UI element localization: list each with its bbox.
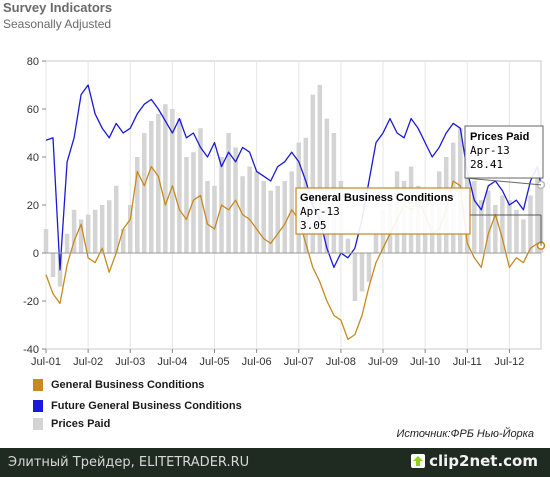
- prices-paid-bar: [92, 209, 98, 253]
- chart-title: Survey Indicators: [3, 0, 113, 15]
- prices-paid-bar: [254, 171, 259, 253]
- x-tick-label: Jul-01: [31, 356, 61, 368]
- prices-paid-bar: [359, 253, 365, 292]
- prices-paid-bar: [205, 181, 210, 253]
- prices-paid-bar: [78, 219, 84, 253]
- y-tick-label: 80: [27, 56, 39, 68]
- source-note: Источник:ФРБ Нью-Йорка: [396, 428, 534, 440]
- brand-text: clip2net.com: [429, 452, 538, 470]
- prices-paid-bar: [170, 109, 175, 253]
- prices-paid-bar: [191, 152, 196, 253]
- prices-paid-bar: [43, 229, 49, 253]
- tooltip-prices-title: Prices Paid: [470, 131, 529, 143]
- x-tick-label: Jul-06: [242, 356, 272, 368]
- tooltip-general-box: [295, 187, 471, 235]
- x-tick-label: Jul-11: [453, 356, 482, 368]
- y-tick-label: 20: [27, 200, 39, 212]
- prices-paid-bar: [50, 253, 56, 277]
- x-tick-label: Jul-12: [494, 356, 524, 368]
- tooltip-prices-pointer: [464, 177, 542, 186]
- prices-paid-bar: [528, 195, 533, 253]
- tooltip-general-date: Apr-13: [300, 205, 340, 218]
- x-tick-label: Jul-02: [73, 356, 103, 368]
- prices-paid-bar: [128, 205, 133, 253]
- prices-paid-bar: [514, 209, 519, 253]
- prices-paid-bar: [324, 118, 330, 253]
- legend-swatch-general: [33, 379, 43, 391]
- prices-paid-bar: [113, 185, 119, 253]
- brand-logo[interactable]: clip2net.com: [411, 452, 538, 470]
- prices-paid-bar: [535, 166, 540, 253]
- prices-paid-bar: [373, 233, 379, 253]
- tooltip-prices-value: 28.41: [470, 158, 503, 171]
- legend-item-general[interactable]: General Business Conditions: [33, 379, 204, 391]
- prices-paid-bar: [317, 85, 323, 253]
- prices-paid-bar: [212, 185, 217, 253]
- prices-paid-bar: [64, 233, 70, 253]
- prices-paid-bar: [184, 157, 189, 253]
- y-tick-label: 60: [27, 104, 39, 116]
- legend-label-prices: Prices Paid: [51, 418, 111, 430]
- prices-paid-bar: [226, 133, 231, 253]
- prices-paid-bar: [261, 181, 266, 253]
- prices-paid-bar: [106, 200, 112, 253]
- y-tick-label: 0: [33, 248, 39, 260]
- y-tick-label: -40: [23, 344, 39, 356]
- prices-paid-bar: [135, 157, 140, 253]
- prices-paid-bar: [486, 190, 491, 253]
- legend-label-future: Future General Business Conditions: [51, 400, 242, 412]
- footer-site-text: Элитный Трейдер, ELITETRADER.RU: [8, 455, 250, 470]
- chart-subtitle: Seasonally Adjusted: [3, 17, 112, 31]
- prices-paid-bar: [345, 238, 351, 253]
- axes: Jul-01 Jul-02 Jul-03 Jul-04 Jul-05 Jul-06 Jul-…: [23, 56, 541, 368]
- tooltip-prices-date: Apr-13: [470, 144, 510, 157]
- prices-paid-bar: [177, 118, 182, 253]
- prices-paid-bar: [366, 253, 372, 282]
- prices-paid-bar: [198, 128, 203, 253]
- prices-paid-bar: [310, 94, 316, 253]
- upload-arrow-icon: [411, 454, 426, 468]
- prices-paid-bar: [521, 219, 526, 253]
- survey-chart: Jul-01 Jul-02 Jul-03 Jul-04 Jul-05 Jul-06 Jul-…: [23, 56, 546, 368]
- prices-paid-bar: [507, 200, 512, 253]
- tooltip-general-title: General Business Conditions: [300, 192, 453, 204]
- prices-paid-bar: [352, 253, 358, 301]
- prices-paid-bar: [142, 133, 147, 253]
- y-tick-label: 40: [27, 152, 39, 164]
- prices-paid-bar: [289, 171, 294, 253]
- prices-paid-bar: [163, 104, 168, 253]
- y-tick-label: -20: [23, 296, 39, 308]
- prices-paid-bar: [500, 195, 505, 253]
- x-tick-label: Jul-04: [157, 356, 187, 368]
- prices-paid-bar: [282, 181, 287, 253]
- prices-paid-bar: [275, 185, 280, 253]
- prices-paid-bar: [156, 113, 161, 253]
- prices-paid-bar: [71, 209, 77, 253]
- legend-item-prices[interactable]: Prices Paid: [33, 418, 110, 430]
- tooltip-general-value: 3.05: [300, 219, 327, 232]
- legend-item-future[interactable]: Future General Business Conditions: [33, 400, 242, 412]
- tooltip-prices-box: [464, 125, 544, 179]
- legend-swatch-future: [33, 400, 43, 412]
- prices-paid-bar: [247, 166, 252, 253]
- x-tick-label: Jul-08: [326, 356, 356, 368]
- legend-swatch-prices: [33, 418, 43, 430]
- prices-paid-bar: [493, 205, 498, 253]
- x-tick-label: Jul-05: [200, 356, 230, 368]
- prices-paid-bar: [149, 121, 154, 253]
- footer-bar: Элитный Трейдер, ELITETRADER.RU clip2net…: [0, 448, 550, 477]
- prices-paid-bar: [120, 229, 126, 253]
- prices-paid-bar: [268, 190, 273, 253]
- prices-paid-bar: [85, 214, 91, 253]
- x-tick-label: Jul-07: [284, 356, 314, 368]
- prices-paid-bar: [472, 181, 477, 253]
- x-tick-label: Jul-09: [368, 356, 398, 368]
- x-tick-label: Jul-10: [410, 356, 440, 368]
- prices-paid-bar: [479, 200, 484, 253]
- legend-label-general: General Business Conditions: [51, 379, 205, 391]
- x-tick-label: Jul-03: [115, 356, 145, 368]
- future-business-line: [45, 84, 542, 271]
- prices-paid-bar: [99, 205, 105, 253]
